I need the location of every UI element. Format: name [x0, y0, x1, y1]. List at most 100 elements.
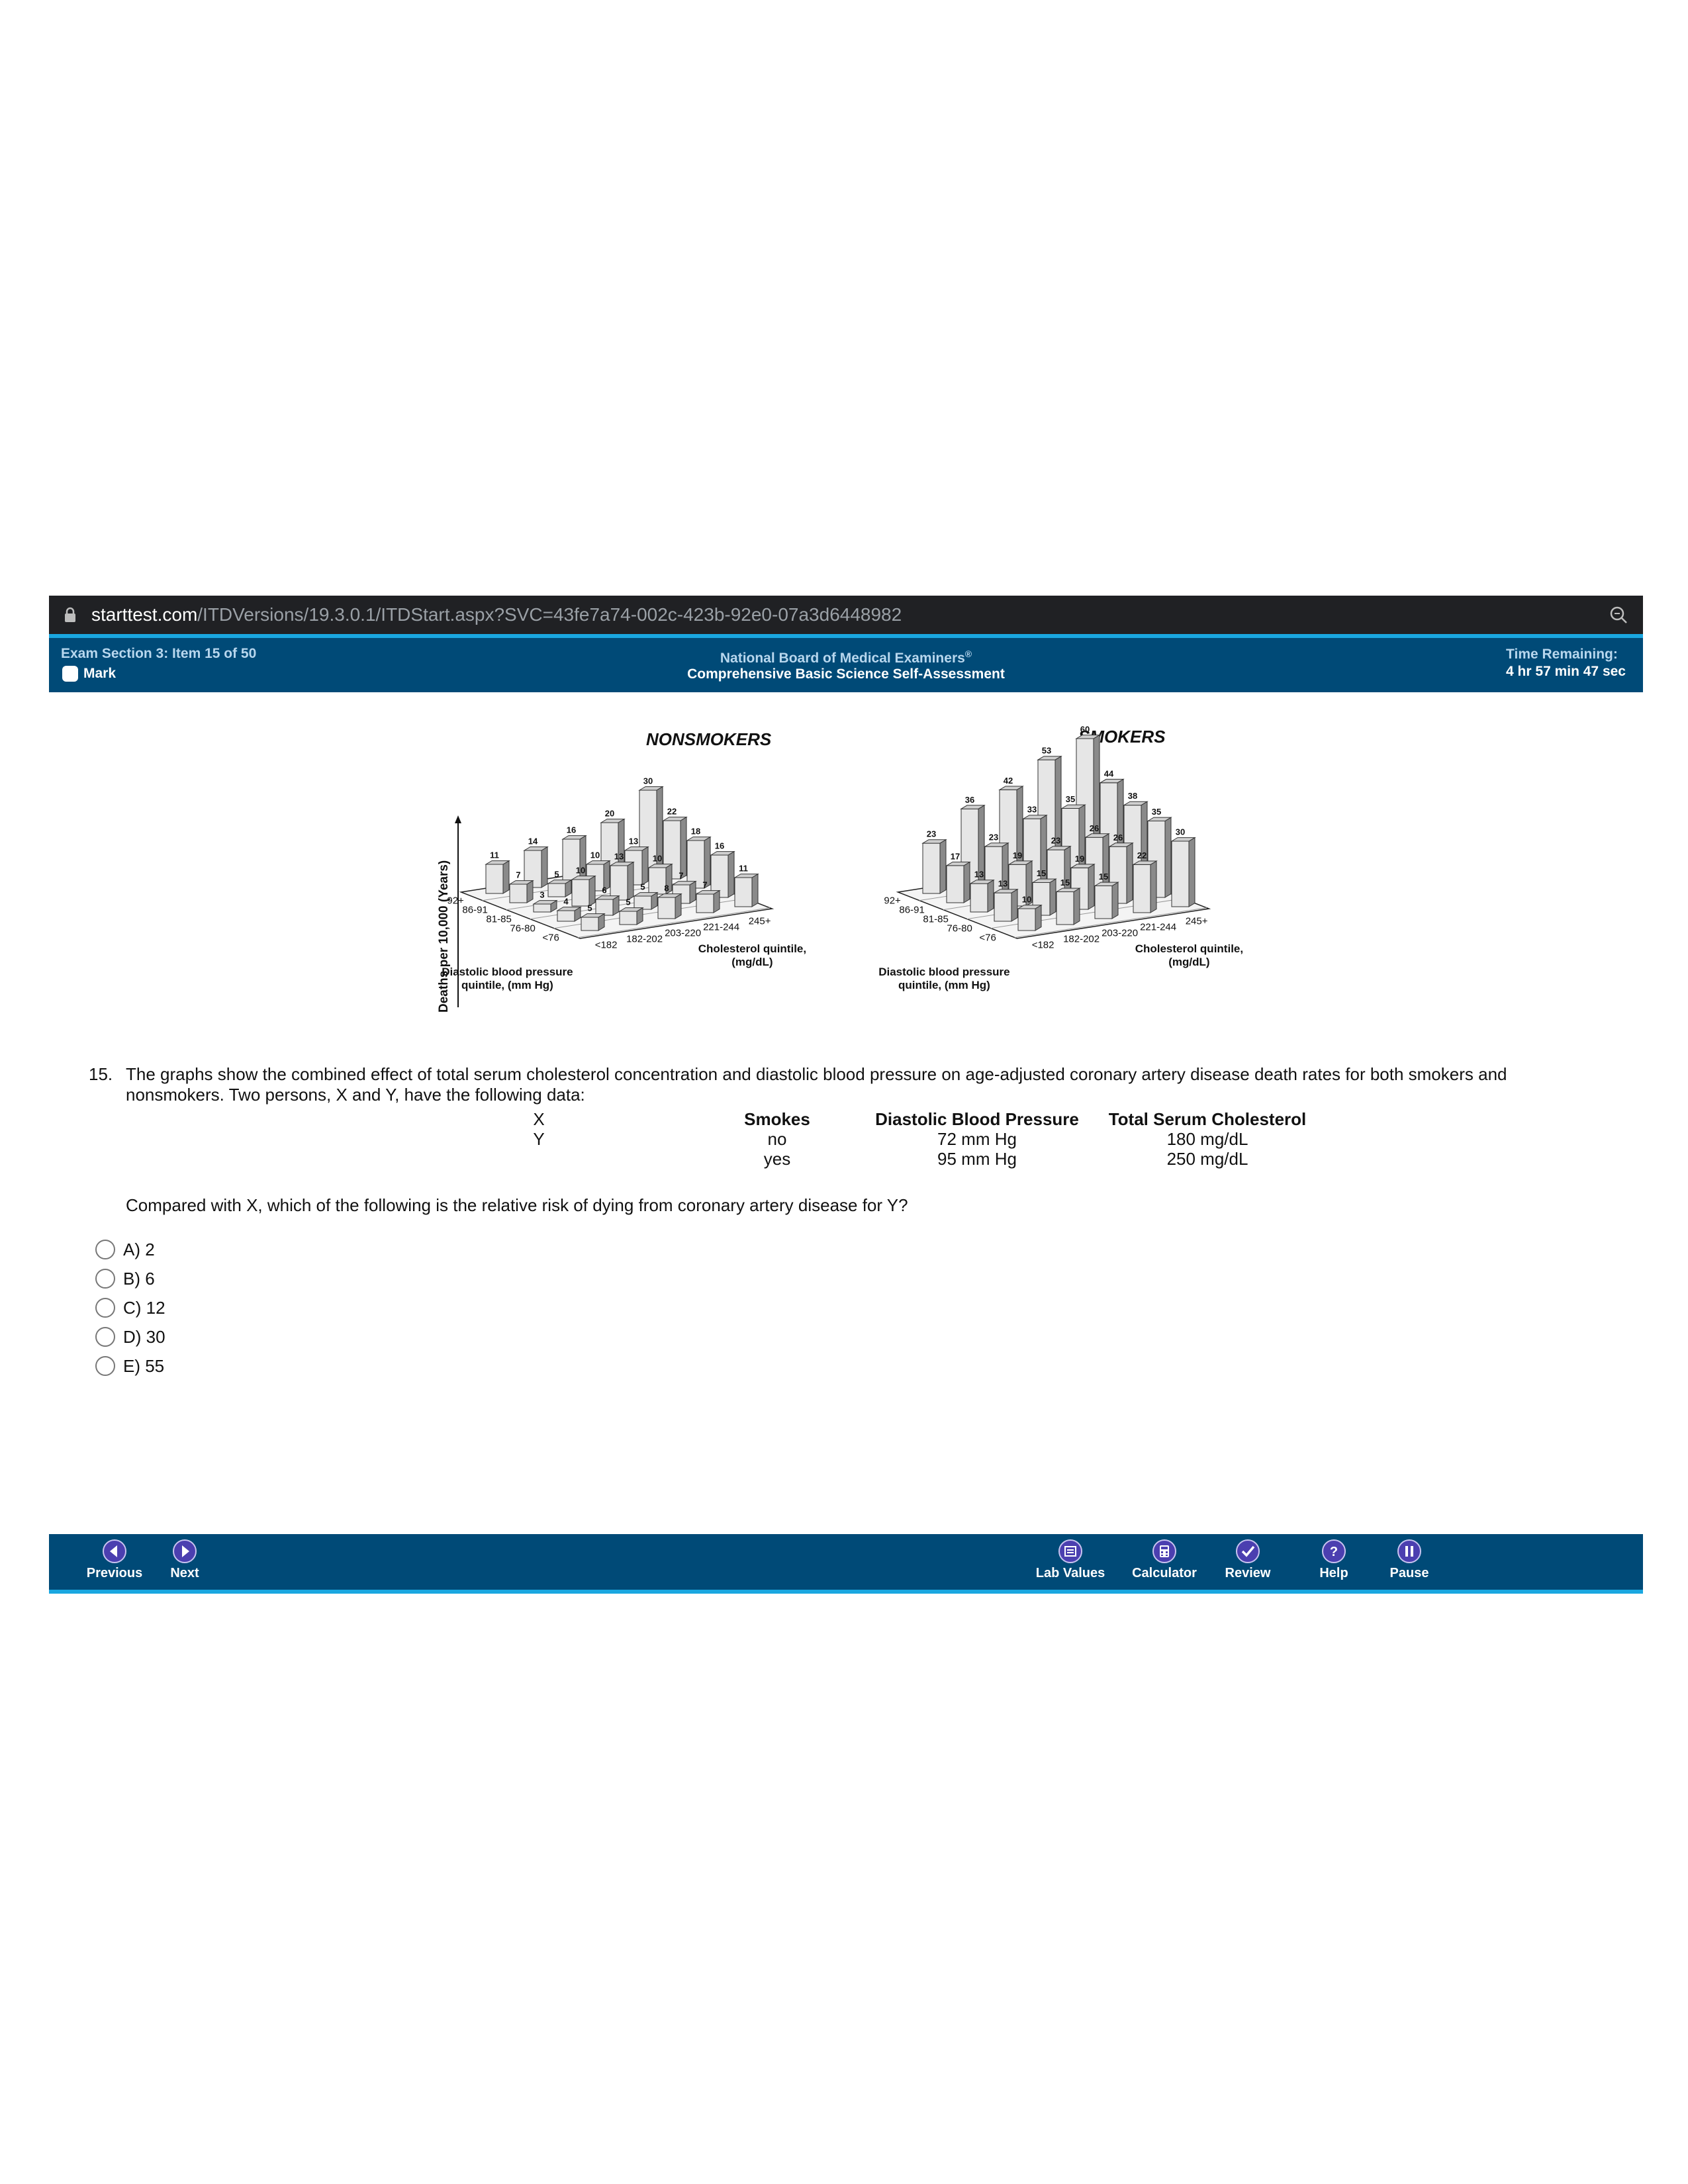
bar-value-label: 5	[587, 903, 592, 913]
bar-front	[648, 867, 667, 895]
table-column-person: X Y	[512, 1109, 565, 1149]
table-cell: yes	[763, 1149, 791, 1169]
bar-top	[1170, 837, 1196, 842]
pause-icon	[1397, 1539, 1421, 1563]
answer-option-a[interactable]: A) 2	[95, 1235, 165, 1264]
registered-mark: ®	[964, 649, 972, 659]
bar-side	[1011, 888, 1018, 922]
next-button[interactable]: Next	[148, 1539, 221, 1581]
bar-value-label: 36	[965, 795, 974, 805]
bar-top	[960, 805, 986, 809]
pause-label: Pause	[1389, 1566, 1429, 1580]
chol-category-label: <182	[1032, 939, 1055, 950]
exam-title: National Board of Medical Examiners® Com…	[49, 646, 1643, 682]
bar-top	[1022, 815, 1048, 819]
bar-value-label: 6	[602, 886, 606, 895]
bar: 10	[647, 854, 673, 895]
chol-axis-title: (mg/dL)	[1168, 956, 1209, 968]
bar: 11	[733, 864, 759, 907]
bar-side	[987, 879, 994, 913]
bar-value-label: 53	[1042, 746, 1051, 756]
help-icon: ?	[1322, 1539, 1346, 1563]
bar: 5	[618, 897, 644, 925]
radio-button[interactable]	[95, 1269, 115, 1289]
bar-top	[600, 819, 626, 823]
bar: 11	[485, 850, 510, 894]
bar-front	[595, 899, 614, 916]
bar-value-label: 22	[1137, 850, 1147, 860]
y-axis-label: Deaths per 10,000 (Years)	[437, 860, 451, 1013]
radio-button[interactable]	[95, 1298, 115, 1318]
radio-button[interactable]	[95, 1240, 115, 1259]
bar-value-label: 14	[528, 837, 538, 846]
bar-top	[1055, 887, 1081, 892]
bar-side	[1073, 887, 1080, 925]
chol-category-label: 182-202	[1063, 933, 1100, 944]
chart-smokers: 23 36 42 53 60 17 23 33 35 44 13 19 23 26 38 13 15 19 26 35…	[878, 725, 1243, 991]
bar-side	[1088, 864, 1095, 910]
bar-value-label: 20	[605, 809, 614, 819]
zoom-search-icon[interactable]	[1609, 605, 1628, 625]
browser-address-bar[interactable]: starttest.com/ITDVersions/19.3.0.1/ITDSt…	[49, 596, 1643, 634]
previous-label: Previous	[86, 1566, 143, 1580]
bar-top	[547, 880, 573, 884]
bp-category-label: 92+	[884, 895, 901, 907]
bar-front	[1133, 864, 1151, 913]
bar-top	[1037, 756, 1062, 760]
bar-value-label: 10	[1022, 895, 1031, 905]
pause-button[interactable]: Pause	[1373, 1539, 1446, 1581]
bar-top	[594, 895, 620, 900]
review-button[interactable]: Review	[1211, 1539, 1284, 1581]
calculator-button[interactable]: Calculator	[1121, 1539, 1207, 1581]
answer-option-c[interactable]: C) 12	[95, 1293, 165, 1322]
bar-side	[641, 846, 649, 886]
bar-value-label: 22	[667, 807, 677, 817]
bar-front	[994, 892, 1012, 922]
bar: 22	[1132, 850, 1158, 913]
bar-top	[647, 864, 673, 868]
bar-front	[571, 879, 590, 907]
y-axis: Deaths per 10,000 (Years)	[437, 815, 461, 1013]
table-cell: X	[533, 1109, 545, 1129]
bar-front	[1094, 886, 1113, 919]
help-button[interactable]: ? Help	[1297, 1539, 1370, 1581]
bar-front	[922, 842, 941, 894]
bar-top	[1094, 882, 1119, 886]
bar-value-label: 60	[1080, 725, 1090, 735]
answer-option-d[interactable]: D) 30	[95, 1322, 165, 1351]
bar-value-label: 10	[576, 866, 585, 876]
bar-front	[1056, 891, 1074, 925]
bar-top	[1046, 846, 1072, 850]
bar: 16	[561, 825, 587, 882]
mark-checkbox[interactable]: Mark	[62, 666, 116, 682]
bp-axis-title: Diastolic blood pressure	[878, 966, 1009, 978]
bp-category-label: <76	[979, 933, 996, 944]
answer-option-e[interactable]: E) 55	[95, 1351, 165, 1381]
bar-value-label: 7	[702, 880, 707, 890]
previous-button[interactable]: Previous	[78, 1539, 151, 1581]
radio-button[interactable]	[95, 1356, 115, 1376]
bp-category-label: 86-91	[899, 905, 924, 916]
bar-side	[675, 893, 682, 919]
exam-name: Comprehensive Basic Science Self-Assessm…	[687, 666, 1005, 682]
bar-value-label: 23	[989, 833, 998, 842]
bar-top	[984, 842, 1009, 847]
radio-button[interactable]	[95, 1327, 115, 1347]
bar-value-label: 23	[927, 829, 936, 839]
lab-values-button[interactable]: Lab Values	[1027, 1539, 1113, 1581]
answer-option-b[interactable]: B) 6	[95, 1264, 165, 1293]
bar-value-label: 3	[539, 890, 544, 900]
bar-value-label: 5	[554, 870, 559, 880]
bar-front	[485, 864, 504, 894]
bar-value-label: 5	[626, 897, 630, 907]
bar-top	[1084, 833, 1110, 838]
bar: 18	[686, 827, 712, 889]
url-text[interactable]: starttest.com/ITDVersions/19.3.0.1/ITDSt…	[91, 602, 902, 627]
bar-side	[1111, 882, 1119, 919]
bar-side	[502, 860, 510, 894]
bar-top	[1060, 804, 1086, 809]
table-column-cholesterol: Total Serum Cholesterol 180 mg/dL 250 mg…	[1095, 1109, 1320, 1169]
bar-side	[1188, 837, 1196, 907]
exam-header: Exam Section 3: Item 15 of 50 Mark Natio…	[49, 634, 1643, 692]
bar-top	[624, 846, 649, 851]
